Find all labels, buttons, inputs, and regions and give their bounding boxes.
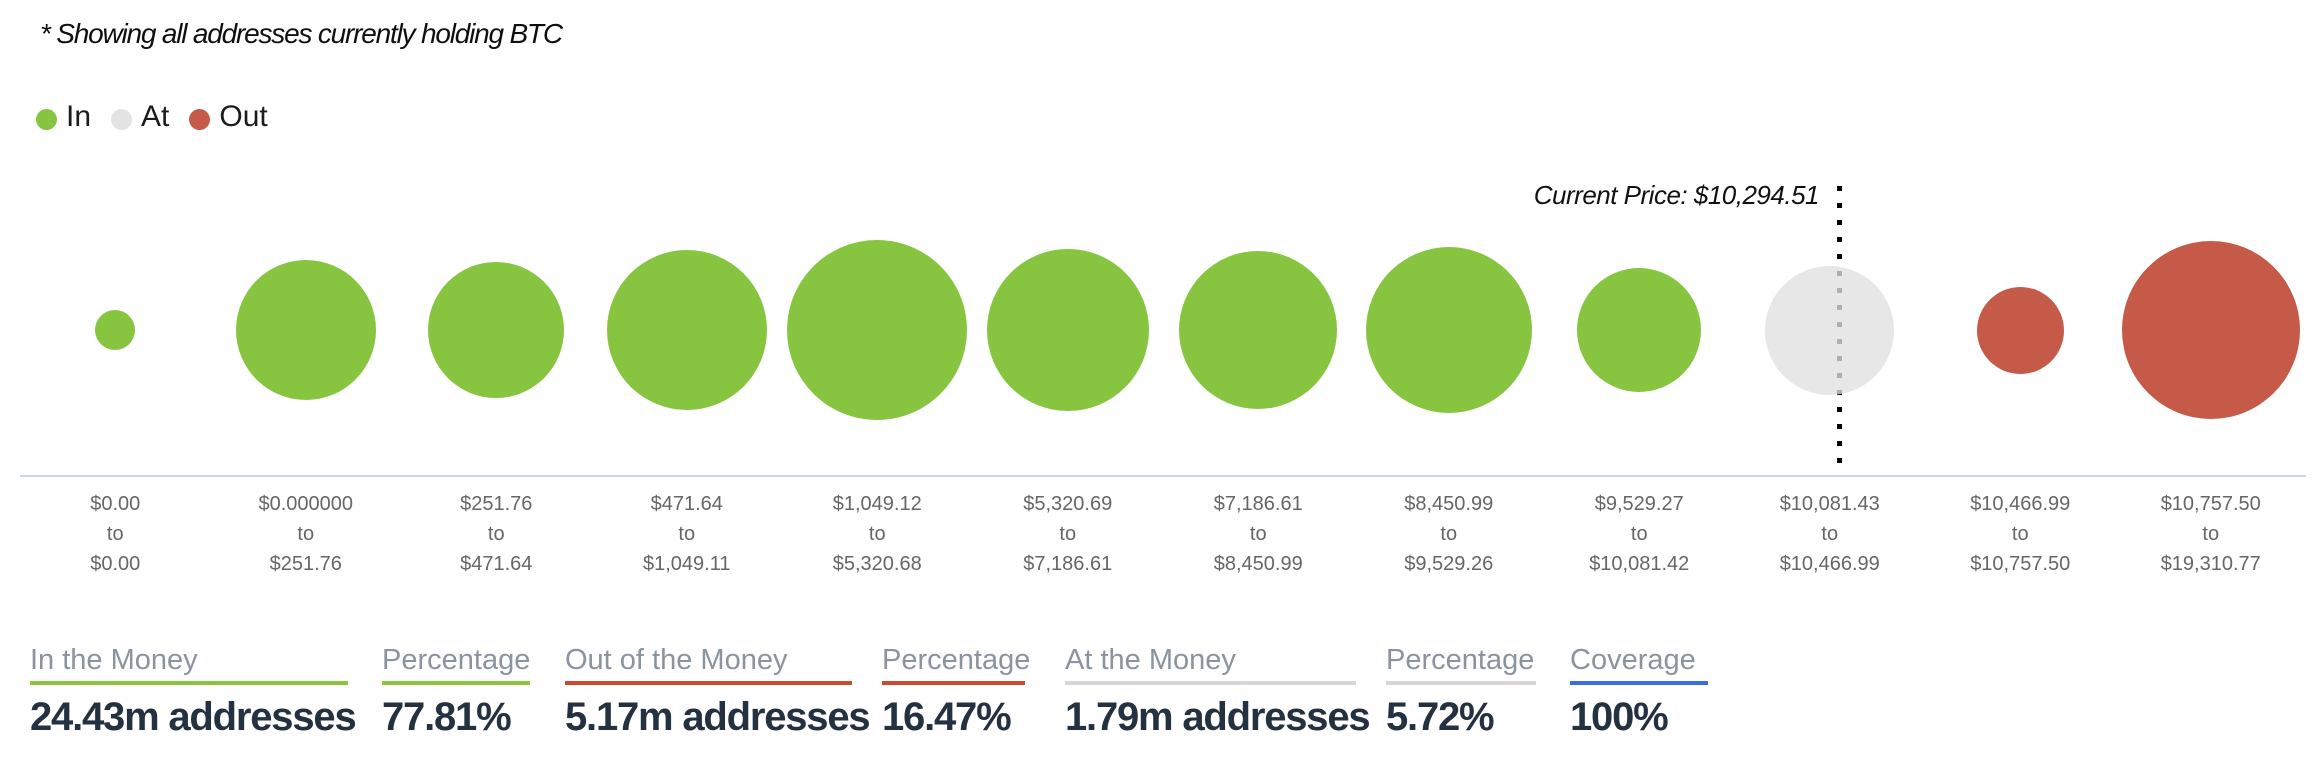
legend-item-out[interactable]: Out: [189, 100, 268, 133]
stat-label: Percentage: [1386, 646, 1536, 685]
stat-label: Percentage: [382, 646, 530, 685]
x-axis-label-1: $0.000000 to $251.76: [211, 489, 402, 579]
range-from: $8,450.99: [1404, 493, 1494, 515]
range-from: $471.64: [650, 493, 723, 515]
range-to-word: to: [1059, 523, 1077, 545]
range-to-word: to: [2011, 523, 2029, 545]
stat-value: 77.81%: [382, 695, 512, 739]
x-axis-label-3: $471.64 to $1,049.11: [592, 489, 783, 579]
legend-dot-at: [111, 109, 133, 130]
bubble-out-11[interactable]: [2121, 241, 2300, 419]
x-axis-label-0: $0.00 to $0.00: [20, 489, 211, 579]
stat-label: Percentage: [882, 646, 1030, 685]
bubble-out-10[interactable]: [1976, 286, 2064, 374]
range-from: $9,529.27: [1594, 493, 1684, 515]
legend-label: Out: [219, 100, 268, 133]
legend-item-in[interactable]: In: [36, 101, 91, 133]
range-to-word: to: [678, 523, 696, 545]
legend-label: In: [66, 100, 92, 133]
range-to: $1,049.11: [643, 553, 731, 575]
range-to: $7,186.61: [1023, 553, 1113, 575]
bubble-at-9[interactable]: [1765, 265, 1895, 395]
stat-in-the-money: In the Money 24.43m addresses: [30, 646, 357, 740]
stat-at-the-money: At the Money 1.79m addresses: [1065, 646, 1371, 740]
range-to: $5,320.68: [832, 553, 922, 575]
range-to: $9,529.26: [1404, 553, 1494, 575]
range-to: $10,466.99: [1779, 553, 1880, 575]
bubble-in-5[interactable]: [986, 249, 1149, 411]
stat-label: Out of the Money: [565, 646, 852, 685]
x-axis-labels: $0.00 to $0.00 $0.000000 to $251.76 $251.76 to $…: [20, 489, 2306, 579]
range-from: $5,320.69: [1023, 493, 1113, 515]
range-to-word: to: [487, 523, 505, 545]
bubble-in-3[interactable]: [606, 250, 767, 410]
range-to: $19,310.77: [2160, 553, 2261, 575]
range-to: $251.76: [269, 553, 342, 575]
range-to: $10,757.50: [1970, 553, 2071, 575]
range-from: $10,757.50: [2160, 493, 2261, 515]
legend-item-at[interactable]: At: [111, 101, 169, 133]
current-price-label: Current Price: $10,294.51: [1533, 180, 1820, 210]
x-axis-label-4: $1,049.12 to $5,320.68: [782, 489, 973, 579]
x-axis-label-5: $5,320.69 to $7,186.61: [973, 489, 1164, 579]
range-from: $251.76: [460, 493, 533, 515]
stat-label: In the Money: [30, 646, 348, 685]
x-axis-label-7: $8,450.99 to $9,529.26: [1354, 489, 1545, 579]
range-to-word: to: [1821, 523, 1839, 545]
range-from: $1,049.12: [832, 493, 922, 515]
bubble-in-0[interactable]: [95, 310, 136, 350]
x-axis-label-10: $10,466.99 to $10,757.50: [1925, 489, 2116, 579]
x-axis-line: [20, 475, 2306, 477]
stat-value: 1.79m addresses: [1065, 695, 1371, 739]
legend-dot-out: [189, 109, 211, 130]
stat-value: 5.72%: [1386, 695, 1495, 739]
range-from: $0.000000: [258, 493, 354, 515]
range-to: $10,081.42: [1589, 553, 1690, 575]
bubble-in-7[interactable]: [1365, 247, 1532, 413]
stat-value: 100%: [1570, 695, 1669, 739]
range-from: $7,186.61: [1213, 493, 1303, 515]
stat-percentage: Percentage 5.72%: [1386, 646, 1536, 740]
bubble-in-6[interactable]: [1179, 251, 1338, 409]
range-to-word: to: [1440, 523, 1458, 545]
stat-out-of-the-money: Out of the Money 5.17m addresses: [565, 646, 871, 740]
legend: In At Out: [36, 101, 288, 133]
stat-label: Coverage: [1570, 646, 1708, 685]
bubble-in-1[interactable]: [235, 260, 376, 400]
legend-dot-in: [36, 109, 57, 130]
stat-value: 5.17m addresses: [565, 695, 871, 739]
range-to-word: to: [1630, 523, 1648, 545]
range-to-word: to: [106, 523, 124, 545]
stat-percentage: Percentage 16.47%: [882, 646, 1030, 740]
stat-value: 16.47%: [882, 695, 1012, 739]
x-axis-label-6: $7,186.61 to $8,450.99: [1163, 489, 1354, 579]
x-axis-label-11: $10,757.50 to $19,310.77: [2116, 489, 2307, 579]
bubble-in-8[interactable]: [1577, 268, 1702, 392]
legend-label: At: [141, 100, 170, 133]
range-to-word: to: [297, 523, 315, 545]
range-to-word: to: [868, 523, 886, 545]
range-from: $10,466.99: [1970, 493, 2071, 515]
bubble-in-2[interactable]: [428, 262, 565, 398]
range-to-word: to: [1249, 523, 1267, 545]
stat-value: 24.43m addresses: [30, 695, 357, 739]
stat-coverage: Coverage 100%: [1570, 646, 1708, 740]
x-axis-label-2: $251.76 to $471.64: [401, 489, 592, 579]
chart-note: * Showing all addresses currently holdin…: [40, 18, 563, 49]
stat-percentage: Percentage 77.81%: [382, 646, 530, 740]
range-to: $471.64: [460, 553, 533, 575]
x-axis-label-9: $10,081.43 to $10,466.99: [1735, 489, 1926, 579]
range-to-word: to: [2202, 523, 2220, 545]
range-from: $10,081.43: [1779, 493, 1880, 515]
range-to: $0.00: [90, 553, 141, 575]
range-from: $0.00: [90, 493, 141, 515]
stat-label: At the Money: [1065, 646, 1356, 685]
range-to: $8,450.99: [1213, 553, 1303, 575]
x-axis-label-8: $9,529.27 to $10,081.42: [1544, 489, 1735, 579]
bubble-in-4[interactable]: [787, 240, 968, 420]
